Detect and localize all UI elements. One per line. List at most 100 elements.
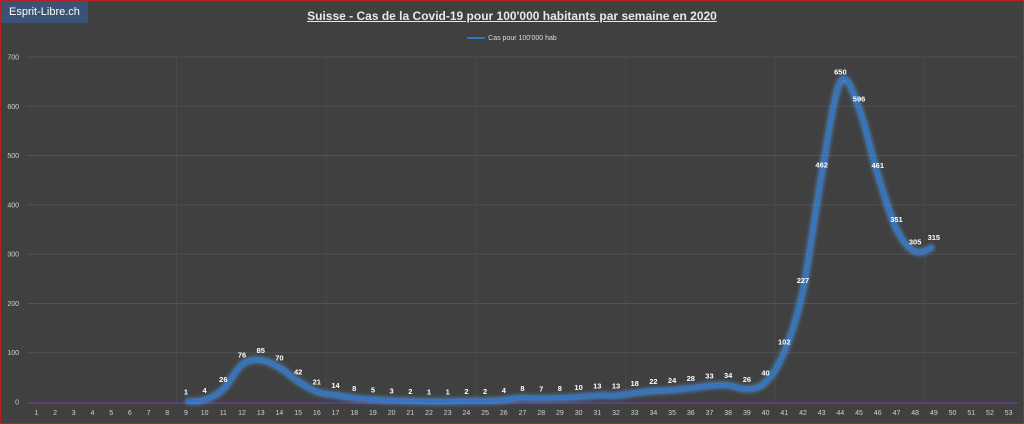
data-label: 1 <box>446 388 450 397</box>
x-tick-label: 21 <box>406 410 414 417</box>
data-label: 102 <box>778 338 791 347</box>
series-line-glow <box>185 75 935 405</box>
x-tick-label: 28 <box>537 410 545 417</box>
x-tick-label: 53 <box>1005 410 1013 417</box>
data-label: 4 <box>203 386 208 395</box>
data-label: 351 <box>890 215 903 224</box>
data-label: 8 <box>520 384 524 393</box>
x-tick-label: 31 <box>593 410 601 417</box>
data-label: 596 <box>853 94 866 103</box>
x-tick-label: 45 <box>855 410 863 417</box>
data-label: 24 <box>668 376 677 385</box>
y-tick-label: 400 <box>7 202 19 209</box>
x-tick-label: 20 <box>388 410 396 417</box>
legend-label: Cas pour 100'000 hab <box>488 35 557 42</box>
x-tick-label: 35 <box>668 410 676 417</box>
y-tick-label: 600 <box>7 104 19 111</box>
x-tick-label: 13 <box>257 410 265 417</box>
data-label: 227 <box>797 276 810 285</box>
x-tick-label: 32 <box>612 410 620 417</box>
data-label: 3 <box>390 387 394 396</box>
x-tick-label: 5 <box>109 410 113 417</box>
x-tick-label: 27 <box>519 410 527 417</box>
x-tick-label: 23 <box>444 410 452 417</box>
x-tick-label: 25 <box>481 410 489 417</box>
x-tick-label: 12 <box>238 410 246 417</box>
data-label: 462 <box>815 160 828 169</box>
x-tick-label: 19 <box>369 410 377 417</box>
legend: Cas pour 100'000 hab <box>1 35 1023 42</box>
x-tick-label: 10 <box>201 410 209 417</box>
x-tick-label: 7 <box>147 410 151 417</box>
data-label: 2 <box>464 387 468 396</box>
y-tick-label: 0 <box>15 400 19 407</box>
x-tick-label: 51 <box>967 410 975 417</box>
site-badge[interactable]: Esprit-Libre.ch <box>1 1 88 23</box>
x-tick-label: 30 <box>575 410 583 417</box>
data-label: 2 <box>483 387 487 396</box>
data-label: 85 <box>257 346 265 355</box>
x-tick-label: 4 <box>90 410 94 417</box>
x-tick-label: 37 <box>706 410 714 417</box>
x-tick-label: 36 <box>687 410 695 417</box>
x-tick-label: 29 <box>556 410 564 417</box>
data-label: 40 <box>761 368 769 377</box>
x-tick-label: 46 <box>874 410 882 417</box>
data-label: 8 <box>558 384 562 393</box>
x-tick-label: 39 <box>743 410 751 417</box>
data-label: 33 <box>705 372 713 381</box>
x-tick-label: 15 <box>294 410 302 417</box>
data-label: 650 <box>834 68 847 77</box>
x-tick-label: 44 <box>836 410 844 417</box>
data-label: 14 <box>331 381 340 390</box>
y-tick-label: 700 <box>7 55 19 62</box>
data-label: 76 <box>238 351 246 360</box>
data-label: 28 <box>687 374 695 383</box>
data-label: 461 <box>872 161 885 170</box>
data-label: 70 <box>275 354 283 363</box>
x-tick-label: 33 <box>631 410 639 417</box>
data-label: 13 <box>612 382 620 391</box>
x-tick-label: 16 <box>313 410 321 417</box>
x-tick-label: 22 <box>425 410 433 417</box>
data-label: 4 <box>502 386 507 395</box>
y-tick-label: 500 <box>7 153 19 160</box>
y-tick-label: 200 <box>7 301 19 308</box>
legend-line-swatch <box>467 37 486 40</box>
x-tick-label: 48 <box>911 410 919 417</box>
x-tick-label: 17 <box>332 410 340 417</box>
data-label: 305 <box>909 238 922 247</box>
data-label: 42 <box>294 367 302 376</box>
data-label: 34 <box>724 371 733 380</box>
x-tick-label: 47 <box>893 410 901 417</box>
y-tick-label: 300 <box>7 252 19 259</box>
x-tick-label: 24 <box>463 410 471 417</box>
x-tick-label: 8 <box>165 410 169 417</box>
x-tick-label: 38 <box>724 410 732 417</box>
data-label: 1 <box>427 388 431 397</box>
x-tick-label: 6 <box>128 410 132 417</box>
data-label: 13 <box>593 382 601 391</box>
x-tick-label: 14 <box>276 410 284 417</box>
x-tick-label: 43 <box>818 410 826 417</box>
x-tick-label: 42 <box>799 410 807 417</box>
data-label: 8 <box>352 384 356 393</box>
data-label: 21 <box>313 378 321 387</box>
x-tick-label: 26 <box>500 410 508 417</box>
series-line <box>185 77 935 403</box>
x-tick-label: 11 <box>220 410 227 417</box>
data-label: 22 <box>649 377 657 386</box>
x-tick-label: 18 <box>350 410 358 417</box>
x-tick-label: 3 <box>72 410 76 417</box>
data-label: 10 <box>574 383 582 392</box>
data-label: 7 <box>539 385 543 394</box>
data-label: 1 <box>184 388 188 397</box>
data-label: 18 <box>631 379 639 388</box>
x-tick-label: 2 <box>53 410 57 417</box>
x-tick-label: 52 <box>986 410 994 417</box>
x-tick-label: 50 <box>949 410 957 417</box>
data-label: 26 <box>743 375 751 384</box>
x-tick-label: 40 <box>762 410 770 417</box>
